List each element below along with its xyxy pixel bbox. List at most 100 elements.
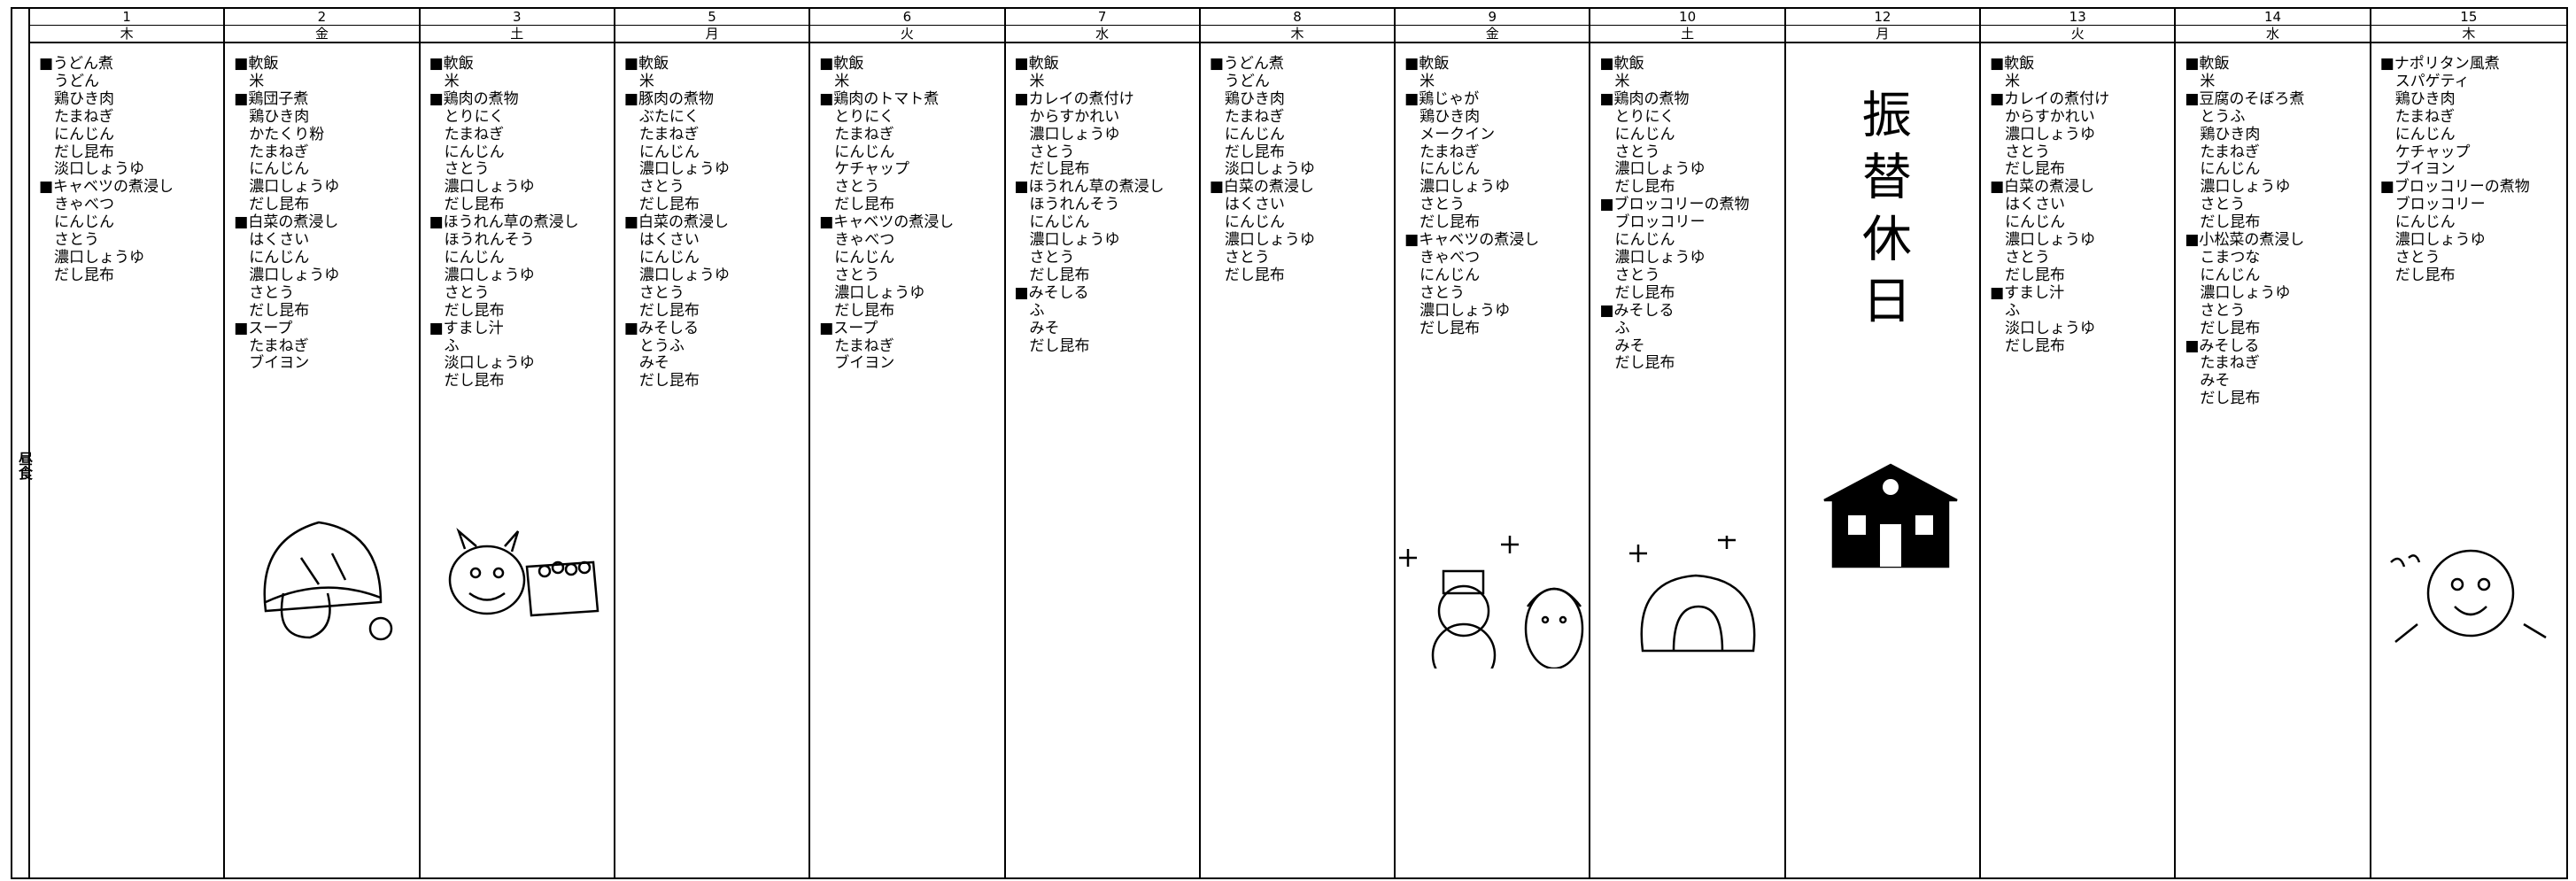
ingredient: とりにく xyxy=(834,107,894,126)
ingredient: たまねぎ xyxy=(249,336,309,355)
dish-name: ■ほうれん草の煮浸し xyxy=(429,213,579,232)
oni-beans-illustration xyxy=(448,528,600,617)
dish-name: ■小松菜の煮浸し xyxy=(2185,231,2305,250)
day-column: 10 土 ■軟飯米 ■鶏肉の煮物 とりにく にんじん さとう 濃口しょうゆ だし昆布 ■ブロッコリ… xyxy=(1590,9,1786,877)
day-column: 15 木 ■ナポリタン風煮 スパゲティ 鶏ひき肉 たまねぎ にんじん ケチャップ ブイヨン ■ブロ… xyxy=(2371,9,2566,877)
day-column: 13 火 ■軟飯米 ■カレイの煮付け からすかれい 濃口しょうゆ さとう だし昆布 ■白菜の煮浸… xyxy=(1981,9,2177,877)
character-illustration xyxy=(2390,549,2547,643)
ingredient: たまねぎ xyxy=(54,107,114,126)
menu-cell: ■軟飯米 ■鶏肉の煮物 とりにく にんじん さとう 濃口しょうゆ だし昆布 ■ブロッコリーの煮… xyxy=(1590,43,1783,373)
ingredient: 濃口しょうゆ xyxy=(444,178,535,197)
ingredient: 鶏ひき肉 xyxy=(1224,89,1285,108)
weekday: 水 xyxy=(2176,26,2370,43)
ingredient: きゃべつ xyxy=(834,231,895,250)
ingredient: ブロッコリー xyxy=(1614,213,1706,232)
weekday: 金 xyxy=(1396,26,1590,43)
weekday: 木 xyxy=(1200,26,1395,43)
ingredient: だし昆布 xyxy=(1029,266,1090,284)
ingredient: だし昆布 xyxy=(1614,354,1675,373)
day-column: 6 火 ■軟飯米 ■鶏肉のトマト煮 とりにく たまねぎ にんじん ケチャップ さとう だし昆布 ■キ… xyxy=(810,9,1006,877)
ingredient: 濃口しょうゆ xyxy=(444,266,535,284)
ingredient: 淡口しょうゆ xyxy=(2005,319,2096,337)
menu-cell: ■軟飯米 ■鶏団子煮 鶏ひき肉 かたくり粉 たまねぎ にんじん 濃口しょうゆ だし昆布 ■白菜の… xyxy=(225,43,418,373)
ingredient: だし昆布 xyxy=(2005,160,2066,179)
date: 13 xyxy=(1981,9,2175,26)
day-column: 1 木 ■うどん煮 うどん 鶏ひき肉 たまねぎ にんじん だし昆布 淡口しょうゆ ■キャベツの煮浸… xyxy=(30,9,226,877)
ingredient: ふ xyxy=(1029,301,1045,320)
ingredient: にんじん xyxy=(1029,213,1090,232)
dish-name: ■軟飯 xyxy=(1404,55,1450,73)
ingredient: 濃口しょうゆ xyxy=(834,283,925,302)
menu-cell: ■軟飯米 ■豆腐のそぼろ煮 とうふ 鶏ひき肉 たまねぎ にんじん 濃口しょうゆ さとう だし昆布… xyxy=(2176,43,2369,408)
ingredient: 淡口しょうゆ xyxy=(1224,160,1315,179)
menu-table: 昼食 1 木 ■うどん煮 うどん 鶏ひき肉 たまねぎ にんじん だし昆布 淡口しょうゆ ■キャベツ… xyxy=(11,7,2568,879)
dish-name: ■軟飯 xyxy=(2185,55,2230,73)
menu-cell: ■軟飯米 ■カレイの煮付け からすかれい 濃口しょうゆ さとう だし昆布 ■白菜の煮浸し はく… xyxy=(1981,43,2174,355)
dish-name: ■白菜の煮浸し xyxy=(623,213,729,232)
ingredient: にんじん xyxy=(638,143,700,161)
day-column: 12 月振替休日 xyxy=(1785,9,1982,877)
ingredient: だし昆布 xyxy=(1614,178,1675,197)
ingredient: にんじん xyxy=(54,125,114,143)
dish-name: ■うどん煮 xyxy=(1209,55,1284,73)
dish-name: ■軟飯 xyxy=(234,55,279,73)
ingredient: にんじん xyxy=(2200,160,2261,179)
ingredient: 濃口しょうゆ xyxy=(54,248,144,267)
ingredient: たまねぎ xyxy=(834,125,894,143)
ingredient: とうふ xyxy=(638,336,685,355)
day-column: 5 月 ■軟飯米 ■豚肉の煮物 ぶたにく たまねぎ にんじん 濃口しょうゆ さとう だし昆布 ■白菜… xyxy=(615,9,811,877)
menu-cell: ■軟飯米 ■豚肉の煮物 ぶたにく たまねぎ にんじん 濃口しょうゆ さとう だし昆布 ■白菜の煮… xyxy=(615,43,808,390)
ingredient: ブイヨン xyxy=(249,354,310,373)
ingredient: だし昆布 xyxy=(638,301,700,320)
holiday-note: 振替休日 xyxy=(1853,89,1912,336)
ingredient: みそ xyxy=(638,354,669,373)
date: 9 xyxy=(1396,9,1590,26)
ingredient: 濃口しょうゆ xyxy=(249,178,340,197)
ingredient: 淡口しょうゆ xyxy=(444,354,535,373)
dish-name: ■カレイの煮付け xyxy=(1014,89,1134,108)
ingredient: 米 xyxy=(2200,72,2216,90)
ingredient: さとう xyxy=(1614,143,1660,161)
date: 15 xyxy=(2371,9,2566,26)
ingredient: たまねぎ xyxy=(2200,143,2260,161)
ingredient: にんじん xyxy=(1420,160,1481,179)
ingredient: さとう xyxy=(1420,283,1466,302)
ingredient: ほうれんそう xyxy=(1029,196,1120,214)
ingredient: からすかれい xyxy=(2005,107,2095,126)
date: 14 xyxy=(2176,9,2370,26)
date: 10 xyxy=(1590,9,1784,26)
ingredient: にんじん xyxy=(638,248,700,267)
ingredient: 濃口しょうゆ xyxy=(2200,178,2291,197)
school-icon xyxy=(1823,463,1958,568)
ingredient: たまねぎ xyxy=(249,143,309,161)
ingredient: だし昆布 xyxy=(1029,336,1090,355)
ingredient: たまねぎ xyxy=(444,125,505,143)
ingredient: スパゲティ xyxy=(2394,72,2470,90)
ingredient: だし昆布 xyxy=(1614,283,1675,302)
ingredient: 米 xyxy=(834,72,850,90)
ingredient: だし昆布 xyxy=(834,301,895,320)
ingredient: ふ xyxy=(1614,319,1630,337)
dish-name: ■鶏じゃが xyxy=(1404,89,1480,108)
ingredient: 濃口しょうゆ xyxy=(1614,248,1706,267)
ingredient: かたくり粉 xyxy=(249,125,325,143)
ingredient: にんじん xyxy=(1224,125,1285,143)
ingredient: にんじん xyxy=(54,213,114,232)
ingredient: たまねぎ xyxy=(1420,143,1480,161)
dish-name: ■鶏肉の煮物 xyxy=(429,89,519,108)
ingredient: たまねぎ xyxy=(834,336,894,355)
ingredient: にんじん xyxy=(249,160,310,179)
ingredient: 濃口しょうゆ xyxy=(1224,231,1315,250)
dish-name: ■ブロッコリーの煮物 xyxy=(1599,196,1750,214)
weekday: 火 xyxy=(1981,26,2175,43)
ingredient: さとう xyxy=(444,160,490,179)
menu-cell: ■軟飯米 ■カレイの煮付け からすかれい 濃口しょうゆ さとう だし昆布 ■ほうれん草の煮浸… xyxy=(1006,43,1199,355)
ingredient: 濃口しょうゆ xyxy=(1029,231,1120,250)
ingredient: たまねぎ xyxy=(2200,354,2260,373)
ingredient: にんじん xyxy=(1614,231,1675,250)
dish-name: ■スープ xyxy=(819,319,878,337)
day-column: 8 木 ■うどん煮 うどん 鶏ひき肉 たまねぎ にんじん だし昆布 淡口しょうゆ ■白菜の煮浸しは… xyxy=(1200,9,1396,877)
ingredient: たまねぎ xyxy=(638,125,700,143)
ingredient: みそ xyxy=(1029,319,1060,337)
